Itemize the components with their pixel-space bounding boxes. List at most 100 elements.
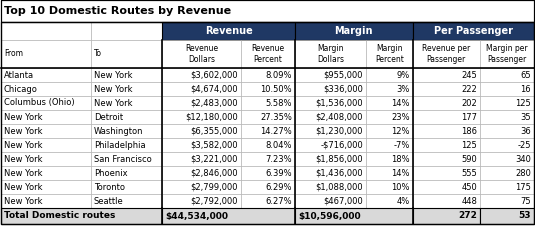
Text: Top 10 Domestic Routes by Revenue: Top 10 Domestic Routes by Revenue — [4, 6, 231, 16]
Bar — [295, 180, 366, 194]
Text: -7%: -7% — [393, 140, 410, 150]
Text: 6.27%: 6.27% — [265, 197, 292, 205]
Bar — [295, 22, 412, 40]
Text: $2,846,000: $2,846,000 — [190, 168, 238, 178]
Text: Toronto: Toronto — [94, 183, 125, 191]
Bar — [480, 110, 534, 124]
Text: 14%: 14% — [391, 99, 410, 107]
Text: 35: 35 — [521, 113, 531, 121]
Text: 18%: 18% — [391, 154, 410, 164]
Bar — [412, 166, 480, 180]
Bar — [412, 22, 534, 40]
Bar — [295, 152, 366, 166]
Text: San Francisco: San Francisco — [94, 154, 152, 164]
Text: -$716,000: -$716,000 — [320, 140, 363, 150]
Bar — [366, 40, 412, 68]
Bar — [1, 180, 91, 194]
Text: New York: New York — [94, 84, 133, 94]
Text: $955,000: $955,000 — [324, 70, 363, 80]
Text: 177: 177 — [461, 113, 477, 121]
Bar — [412, 138, 480, 152]
Text: Philadelphia: Philadelphia — [94, 140, 146, 150]
Text: $12,180,000: $12,180,000 — [185, 113, 238, 121]
Bar — [480, 194, 534, 208]
Bar — [1, 124, 91, 138]
Text: $1,088,000: $1,088,000 — [316, 183, 363, 191]
Text: $44,534,000: $44,534,000 — [165, 212, 228, 220]
Text: Washington: Washington — [94, 127, 143, 135]
Text: From: From — [4, 50, 23, 58]
Text: 125: 125 — [461, 140, 477, 150]
Bar — [1, 68, 91, 82]
Bar — [412, 68, 480, 82]
Text: 27.35%: 27.35% — [260, 113, 292, 121]
Bar — [366, 68, 412, 82]
Text: New York: New York — [4, 154, 42, 164]
Bar — [366, 124, 412, 138]
Bar — [91, 110, 162, 124]
Text: $2,799,000: $2,799,000 — [190, 183, 238, 191]
Text: Atlanta: Atlanta — [4, 70, 34, 80]
Text: $3,221,000: $3,221,000 — [190, 154, 238, 164]
Text: 53: 53 — [518, 212, 531, 220]
Text: New York: New York — [94, 70, 133, 80]
Bar — [295, 40, 366, 68]
Text: 16: 16 — [521, 84, 531, 94]
Bar — [1, 82, 91, 96]
Bar — [1, 22, 534, 224]
Bar — [412, 152, 480, 166]
Bar — [1, 194, 91, 208]
Bar — [366, 152, 412, 166]
Text: $467,000: $467,000 — [323, 197, 363, 205]
Bar — [91, 180, 162, 194]
Bar — [412, 208, 480, 224]
Bar — [295, 138, 366, 152]
Bar — [295, 82, 366, 96]
Text: 555: 555 — [461, 168, 477, 178]
Text: $6,355,000: $6,355,000 — [190, 127, 238, 135]
Text: Revenue per
Passenger: Revenue per Passenger — [422, 44, 470, 63]
Bar — [241, 194, 295, 208]
Text: 448: 448 — [461, 197, 477, 205]
Bar — [162, 124, 241, 138]
Text: $4,674,000: $4,674,000 — [190, 84, 238, 94]
Text: 10%: 10% — [391, 183, 410, 191]
Bar — [412, 40, 480, 68]
Bar — [162, 208, 295, 224]
Text: 36: 36 — [520, 127, 531, 135]
Text: 175: 175 — [515, 183, 531, 191]
Bar — [480, 166, 534, 180]
Text: 12%: 12% — [391, 127, 410, 135]
Text: Total Domestic routes: Total Domestic routes — [4, 212, 116, 220]
Bar — [1, 166, 91, 180]
Text: 3%: 3% — [396, 84, 410, 94]
Text: 14.27%: 14.27% — [260, 127, 292, 135]
Bar — [480, 124, 534, 138]
Bar — [412, 194, 480, 208]
Bar — [91, 138, 162, 152]
Text: Detroit: Detroit — [94, 113, 123, 121]
Bar — [91, 194, 162, 208]
Bar — [241, 96, 295, 110]
Bar — [295, 208, 412, 224]
Text: New York: New York — [4, 140, 42, 150]
Bar — [295, 194, 366, 208]
Bar — [91, 82, 162, 96]
Bar — [241, 138, 295, 152]
Text: Margin
Dollars: Margin Dollars — [317, 44, 344, 63]
Bar — [241, 68, 295, 82]
Text: 590: 590 — [461, 154, 477, 164]
Bar — [480, 96, 534, 110]
Bar — [241, 180, 295, 194]
Bar — [295, 68, 366, 82]
Text: Phoenix: Phoenix — [94, 168, 127, 178]
Bar — [295, 96, 366, 110]
Text: 272: 272 — [458, 212, 477, 220]
Text: New York: New York — [4, 113, 42, 121]
Text: 4%: 4% — [396, 197, 410, 205]
Text: 245: 245 — [461, 70, 477, 80]
Text: $1,536,000: $1,536,000 — [316, 99, 363, 107]
Bar — [241, 152, 295, 166]
Bar — [241, 124, 295, 138]
Text: New York: New York — [4, 183, 42, 191]
